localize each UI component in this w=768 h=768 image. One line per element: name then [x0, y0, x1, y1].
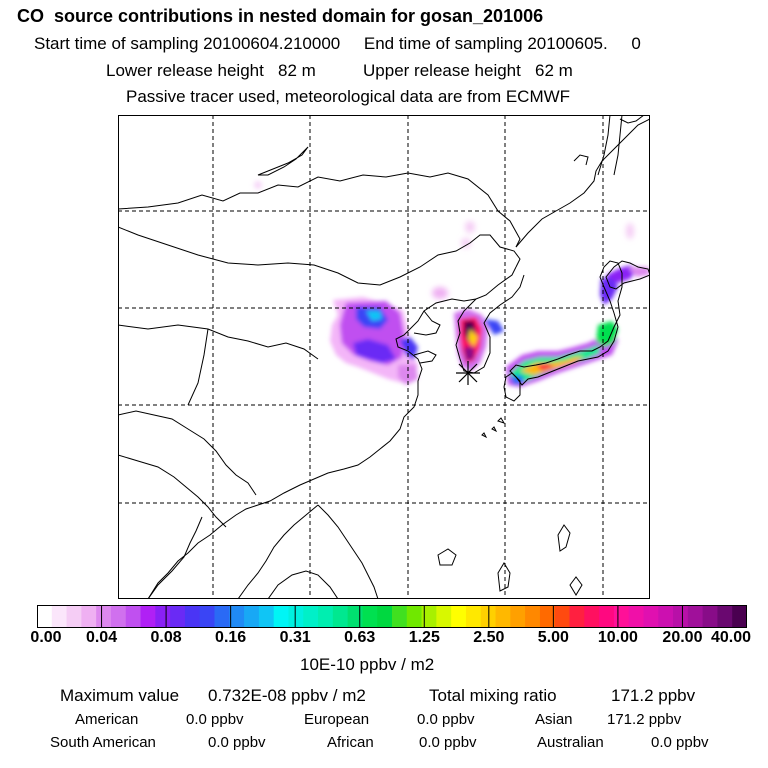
- colorbar-cell: [140, 605, 156, 628]
- colorbar-cell: [37, 605, 53, 628]
- colorbar-cell: [584, 605, 600, 628]
- colorbar-cell: [155, 605, 171, 628]
- colorbar-cell: [110, 605, 127, 628]
- colorbar-cell: [96, 605, 112, 628]
- colorbar-tick-label: 10.00: [597, 629, 638, 646]
- coastlines: [118, 115, 650, 599]
- end-label: End time of sampling: [363, 34, 523, 53]
- region-value: 0.0 ppbv: [208, 734, 266, 751]
- colorbar-cell: [702, 605, 718, 628]
- colorbar-cell: [214, 605, 230, 628]
- colorbar-cell: [569, 605, 585, 628]
- start-value: 20100604.210000: [203, 34, 341, 53]
- colorbar-units: 10E-10 ppbv / m2: [300, 655, 435, 674]
- colorbar-dividers: [101, 605, 683, 628]
- plume-scattered: [255, 182, 634, 299]
- sampling-times: Start time of sampling 20100604.210000 E…: [34, 34, 641, 54]
- colorbar-cell: [125, 605, 142, 628]
- region-name: South American: [50, 734, 156, 751]
- colorbar-tick-label: 1.25: [408, 629, 440, 646]
- colorbar: [37, 605, 747, 628]
- colorbar-tick-label: 0.04: [85, 629, 118, 646]
- colorbar-cell: [318, 605, 334, 628]
- colorbar-tick-label: 0.16: [215, 629, 247, 646]
- colorbar-cells: [37, 605, 747, 628]
- colorbar-cell: [66, 605, 82, 628]
- plot-title: CO source contributions in nested domain…: [17, 6, 544, 26]
- colorbar-cell: [732, 605, 747, 628]
- region-name: European: [304, 711, 370, 728]
- colorbar-cell: [554, 605, 570, 628]
- grid-lines: [118, 115, 650, 599]
- colorbar-tick-label: 2.50: [473, 629, 505, 646]
- colorbar-cell: [495, 605, 511, 628]
- colorbar-cell: [332, 605, 349, 628]
- colorbar-cell: [613, 605, 630, 628]
- colorbar-cell: [362, 605, 378, 628]
- colorbar-tick-label: 0.31: [279, 629, 311, 646]
- region-name: African: [327, 734, 374, 751]
- region-value: 0.0 ppbv: [651, 734, 709, 751]
- colorbar-cell: [717, 605, 733, 628]
- colorbar-cell: [465, 605, 482, 628]
- colorbar-tick-label: 0.08: [150, 629, 182, 646]
- colorbar-cell: [258, 605, 275, 628]
- start-label: Start time of sampling: [34, 34, 199, 53]
- region-value: 0.0 ppbv: [419, 734, 477, 751]
- colorbar-cell: [673, 605, 689, 628]
- region-name: Australian: [537, 734, 604, 751]
- receptor-asterisk-icon: [456, 361, 480, 385]
- colorbar-cell: [229, 605, 245, 628]
- colorbar-frame: [37, 605, 747, 628]
- colorbar-tick-label: 5.00: [537, 629, 569, 646]
- colorbar-cell: [51, 605, 68, 628]
- colorbar-cell: [273, 605, 289, 628]
- colorbar-cell: [628, 605, 644, 628]
- max-value: 0.732E-08 ppbv / m2: [208, 686, 366, 705]
- colorbar-cell: [436, 605, 452, 628]
- colorbar-tick-label: 20.00: [662, 629, 703, 646]
- colorbar-cell: [421, 605, 437, 628]
- map-frame: [118, 115, 650, 599]
- upper-label: Upper release height: [363, 61, 521, 80]
- region-name: American: [75, 711, 139, 728]
- tracer-note: Passive tracer used, meteorological data…: [126, 87, 571, 106]
- total-label: Total mixing ratio: [429, 686, 557, 705]
- upper-value: 62 m: [535, 61, 573, 80]
- colorbar-cell: [199, 605, 215, 628]
- colorbar-cell: [599, 605, 615, 628]
- colorbar-tick-label: 0.63: [344, 629, 376, 646]
- colorbar-cell: [392, 605, 408, 628]
- region-name: Asian: [535, 711, 573, 728]
- colorbar-cell: [170, 605, 186, 628]
- colorbar-cell: [510, 605, 526, 628]
- region-value: 0.0 ppbv: [186, 711, 244, 728]
- colorbar-cell: [687, 605, 704, 628]
- max-label: Maximum value: [60, 686, 180, 705]
- map-panel: [118, 115, 650, 599]
- lower-label: Lower release height: [106, 61, 264, 80]
- region-value: 171.2 ppbv: [607, 711, 682, 728]
- colorbar-cell: [525, 605, 541, 628]
- lower-value: 82 m: [278, 61, 316, 80]
- plume-korea: [454, 309, 504, 371]
- region-value: 0.0 ppbv: [417, 711, 475, 728]
- total-value: 171.2 ppbv: [611, 686, 696, 705]
- colorbar-cell: [451, 605, 467, 628]
- colorbar-cell: [303, 605, 319, 628]
- colorbar-cell: [658, 605, 674, 628]
- end-value: 20100605. 0: [527, 34, 641, 53]
- colorbar-cell: [377, 605, 393, 628]
- colorbar-cell: [244, 605, 260, 628]
- release-heights: Lower release height 82 m Upper release …: [106, 61, 573, 81]
- colorbar-cell: [81, 605, 97, 628]
- colorbar-cell: [288, 605, 304, 628]
- colorbar-tick-label: 40.00: [710, 629, 752, 646]
- colorbar-cell: [184, 605, 201, 628]
- colorbar-cell: [406, 605, 423, 628]
- colorbar-cell: [643, 605, 659, 628]
- colorbar-cell: [539, 605, 556, 628]
- colorbar-cell: [347, 605, 363, 628]
- colorbar-tick-label: 0.00: [30, 629, 62, 646]
